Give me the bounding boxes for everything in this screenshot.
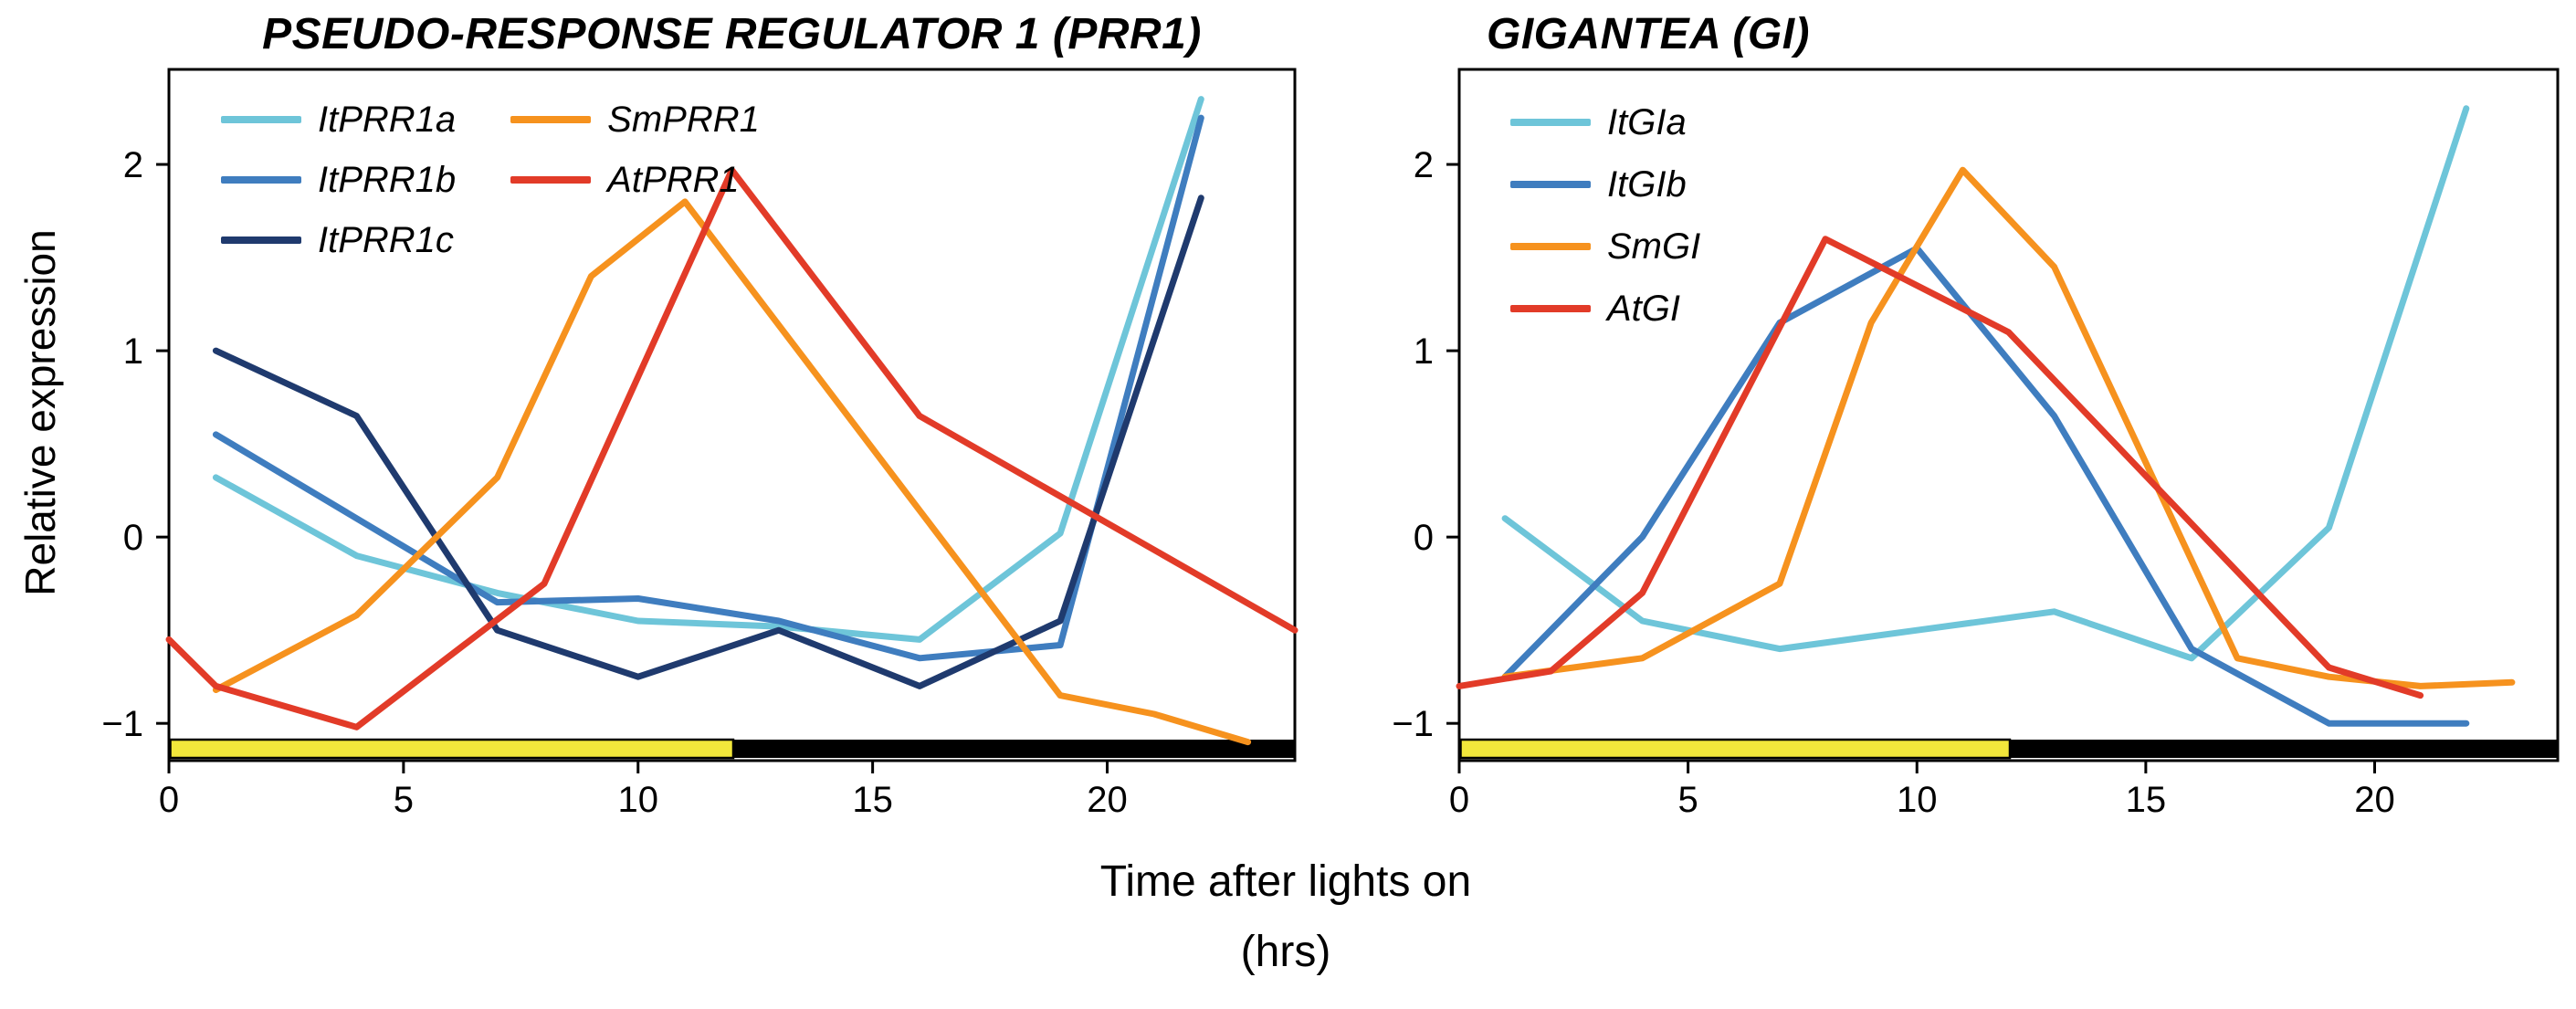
y-tick-label: 2 [1414,145,1434,185]
legend-label: ItGIb [1607,163,1687,205]
dark-period-bar [731,740,1295,758]
x-tick-label: 5 [1678,780,1698,820]
legend-line-swatch [221,176,301,184]
legend-label: AtPRR1 [607,159,740,200]
legend-item-ItGIa: ItGIa [1510,91,1700,153]
legend-item-ItPRR1c: ItPRR1c [221,210,456,270]
legend-label: ItGIa [1607,101,1687,142]
legend-item-AtGI: AtGI [1510,278,1700,340]
x-tick-label: 5 [394,780,414,820]
y-tick-label: −1 [101,704,143,744]
series-line-AtGI [1456,236,2424,699]
legend-line-swatch [1510,119,1591,126]
dark-period-bar [2008,740,2558,758]
panel-title-gi: GIGANTEA (GI) [1487,10,1811,58]
x-tick-label: 20 [2354,780,2395,820]
series-line-ItGIa [1501,105,2470,662]
legend-item-AtPRR1: AtPRR1 [510,150,760,210]
plot-frame [1457,68,2560,762]
legend-item-SmGI: SmGI [1510,215,1700,278]
series-line-ItPRR1c [212,194,1204,689]
x-tick-label: 10 [618,780,659,820]
series-line-ItPRR1b [212,114,1204,662]
legend-label: SmGI [1607,226,1701,267]
y-tick-label: 0 [123,518,143,558]
y-axis-label: Relative expression [16,229,64,596]
legend-label: ItPRR1a [318,99,457,140]
legend-line-swatch [221,116,301,123]
series-line-AtPRR1 [165,166,1299,730]
y-tick-label: 0 [1414,518,1434,558]
legend-item-ItGIb: ItGIb [1510,153,1700,215]
legend-label: ItPRR1b [318,159,457,200]
series-line-SmPRR1 [212,198,1252,746]
legend-line-swatch [510,176,592,184]
legend-line-swatch [1510,181,1591,188]
y-tick-label: 1 [123,331,143,372]
legend-gi: ItGIa ItGIb SmGI AtGI [1510,91,1700,340]
x-tick-label: 15 [2126,780,2167,820]
legend-item-ItPRR1a: ItPRR1a [221,89,456,150]
y-tick-label: −1 [1392,704,1434,744]
legend-label: SmPRR1 [607,99,760,140]
legend-line-swatch [221,236,301,244]
x-tick-label: 20 [1087,780,1128,820]
plot-frame [167,68,1297,762]
x-axis-label-line2: (hrs) [1240,927,1331,976]
series-line-ItGIb [1501,245,2470,727]
y-tick-label: 2 [123,145,143,185]
legend-label: AtGI [1607,288,1681,329]
legend-line-swatch [510,116,592,123]
series-line-ItPRR1a [212,96,1204,643]
x-tick-label: 0 [1449,780,1469,820]
panel-title-prr1: PSEUDO-RESPONSE REGULATOR 1 (PRR1) [262,10,1202,58]
legend-label: ItPRR1c [318,219,454,260]
y-tick-label: 1 [1414,331,1434,372]
light-period-bar [1459,738,2012,760]
legend-prr1: ItPRR1a ItPRR1b ItPRR1c SmPRR1 AtPRR1 [221,89,760,270]
x-tick-label: 10 [1897,780,1938,820]
legend-item-ItPRR1b: ItPRR1b [221,150,456,210]
light-period-bar [169,738,735,760]
x-axis-label-line1: Time after lights on [1099,857,1472,906]
legend-line-swatch [1510,243,1591,250]
x-tick-label: 15 [852,780,893,820]
legend-line-swatch [1510,305,1591,312]
x-tick-label: 0 [159,780,179,820]
x-axis-label: Time after lights on (hrs) [1100,847,1471,988]
legend-item-SmPRR1: SmPRR1 [510,89,760,150]
